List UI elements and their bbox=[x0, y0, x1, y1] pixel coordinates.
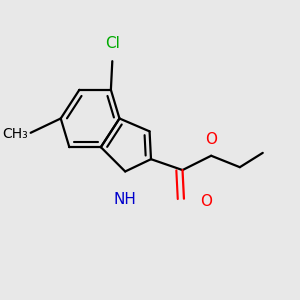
Text: O: O bbox=[200, 194, 212, 208]
Text: O: O bbox=[205, 132, 217, 147]
Text: CH₃: CH₃ bbox=[2, 127, 28, 141]
Text: Cl: Cl bbox=[105, 36, 120, 51]
Text: NH: NH bbox=[114, 191, 136, 206]
